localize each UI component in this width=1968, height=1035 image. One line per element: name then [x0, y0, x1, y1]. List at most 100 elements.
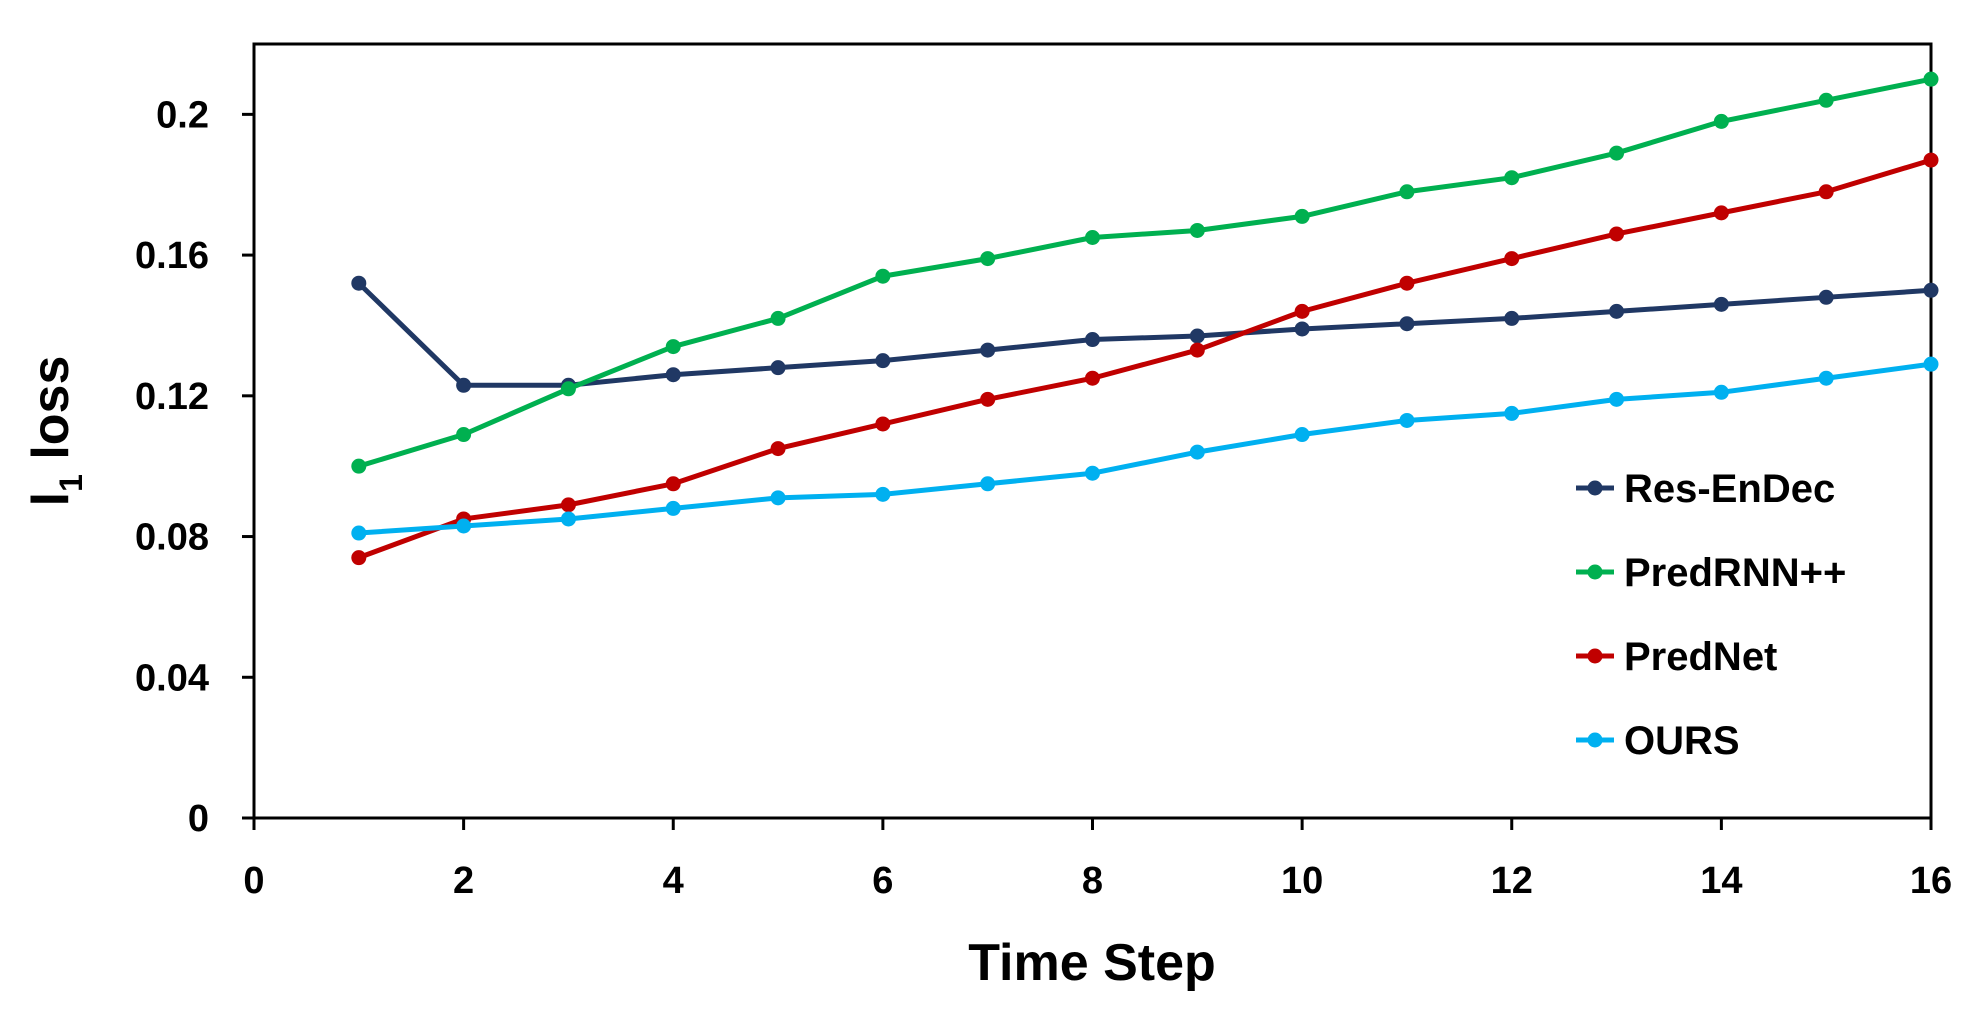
data-point	[456, 518, 472, 534]
legend: Res-EnDec PredRNN++ PredNet OURS	[1576, 467, 1846, 763]
x-axis-ticks: 0 2 4 6 8 10 12 14 16	[243, 818, 1952, 902]
legend-item: PredNet	[1576, 635, 1777, 679]
data-point	[1504, 251, 1520, 267]
legend-item: OURS	[1576, 719, 1740, 763]
data-point	[1399, 275, 1415, 291]
data-point	[456, 377, 472, 393]
y-tick-label: 0.2	[156, 94, 209, 136]
x-tick-label: 14	[1700, 860, 1742, 902]
y-tick-label: 0.08	[135, 517, 209, 559]
data-point	[1399, 412, 1415, 428]
y-axis-title-subscript: 1	[53, 474, 89, 492]
data-point	[1294, 208, 1310, 224]
data-point	[1923, 282, 1939, 298]
data-point	[1923, 71, 1939, 87]
data-point	[1609, 391, 1625, 407]
data-point	[980, 476, 996, 492]
x-tick-label: 12	[1491, 860, 1533, 902]
legend-label: Res-EnDec	[1624, 467, 1835, 511]
data-point	[770, 310, 786, 326]
x-tick-label: 2	[453, 860, 474, 902]
data-point	[1609, 303, 1625, 319]
data-point	[351, 275, 367, 291]
data-point	[875, 416, 891, 432]
y-tick-label: 0.12	[135, 376, 209, 418]
legend-label: PredNet	[1624, 635, 1777, 679]
legend-swatch-marker	[1587, 480, 1603, 496]
data-point	[1818, 184, 1834, 200]
data-point	[1609, 145, 1625, 161]
x-tick-label: 16	[1910, 860, 1952, 902]
y-axis-ticks: 0 0.04 0.08 0.12 0.16 0.2	[135, 94, 254, 840]
data-point	[351, 458, 367, 474]
series-ours	[351, 356, 1939, 541]
data-point	[1504, 310, 1520, 326]
x-tick-label: 0	[243, 860, 264, 902]
data-point	[980, 391, 996, 407]
series-line	[356, 157, 1934, 561]
legend-label: OURS	[1624, 719, 1740, 763]
y-tick-label: 0.04	[135, 657, 209, 699]
series-res-endec	[351, 275, 1939, 393]
data-point	[980, 251, 996, 267]
y-axis-title-main: l	[22, 492, 80, 506]
legend-swatch-marker	[1587, 732, 1603, 748]
data-point	[770, 441, 786, 457]
data-point	[1818, 92, 1834, 108]
data-point	[1294, 321, 1310, 337]
data-point	[875, 486, 891, 502]
data-point	[1504, 170, 1520, 186]
data-point	[1189, 328, 1205, 344]
x-tick-label: 10	[1281, 860, 1323, 902]
data-point	[1713, 384, 1729, 400]
x-tick-label: 8	[1082, 860, 1103, 902]
data-point	[1713, 205, 1729, 221]
series-line	[356, 280, 1934, 388]
series-line	[356, 361, 1934, 536]
data-point	[1085, 332, 1100, 348]
data-point	[770, 490, 786, 506]
series-line	[356, 76, 1934, 469]
data-point	[1189, 444, 1205, 460]
data-point	[1818, 289, 1834, 305]
data-point	[1189, 342, 1205, 358]
data-point	[560, 497, 576, 513]
data-point	[1504, 405, 1520, 421]
data-point	[1399, 184, 1415, 200]
legend-item: Res-EnDec	[1576, 467, 1835, 511]
data-point	[665, 367, 681, 383]
data-point	[1085, 230, 1100, 245]
data-point	[875, 353, 891, 369]
data-point	[1713, 296, 1729, 312]
data-point	[560, 381, 576, 397]
x-axis-title: Time Step	[968, 934, 1216, 992]
data-point	[1294, 303, 1310, 319]
y-axis-title: l1 loss	[22, 356, 89, 507]
legend-swatch-marker	[1587, 564, 1603, 580]
data-point	[1609, 226, 1625, 242]
plot-frame	[252, 42, 1933, 820]
data-point	[665, 476, 681, 492]
y-tick-label: 0.16	[135, 235, 209, 277]
legend-item: PredRNN++	[1576, 551, 1846, 595]
legend-swatch-marker	[1587, 648, 1603, 664]
data-point	[1923, 356, 1939, 372]
series-layer	[351, 71, 1939, 566]
series-predrnn-	[351, 71, 1939, 474]
data-point	[1085, 465, 1100, 481]
data-point	[770, 360, 786, 376]
data-point	[1085, 370, 1100, 386]
x-tick-label: 6	[872, 860, 893, 902]
data-point	[1294, 427, 1310, 443]
y-axis-title-rest: loss	[22, 356, 80, 475]
data-point	[351, 525, 367, 541]
data-point	[351, 550, 367, 566]
data-point	[875, 268, 891, 284]
data-point	[980, 342, 996, 358]
data-point	[665, 339, 681, 355]
data-point	[1399, 316, 1415, 332]
data-point	[1189, 222, 1205, 238]
data-point	[560, 511, 576, 527]
